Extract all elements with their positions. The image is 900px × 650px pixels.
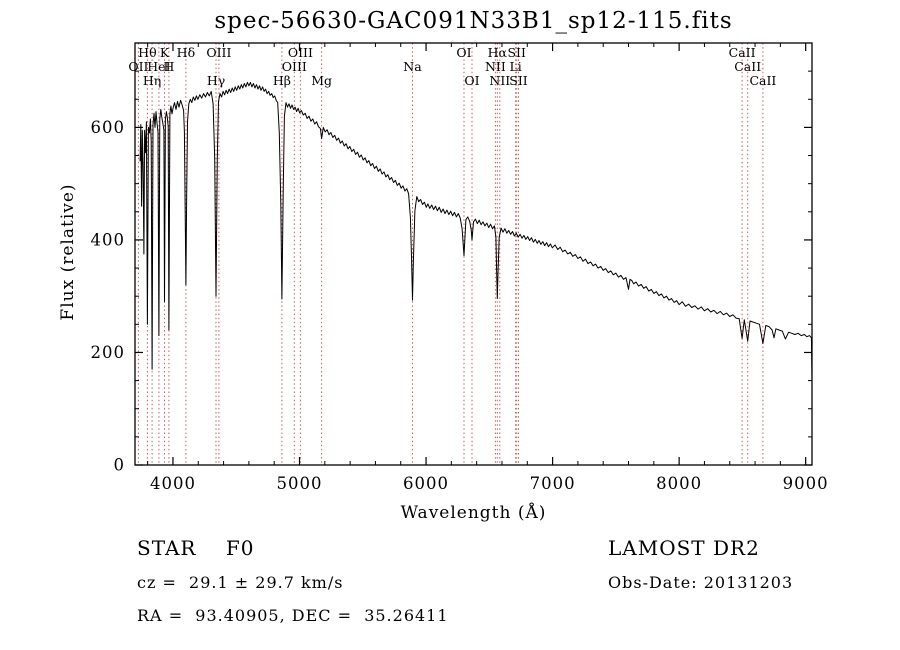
line-label-Hα: Hα — [488, 45, 508, 60]
radial-velocity: cz = 29.1 ± 29.7 km/s — [137, 573, 344, 592]
x-tick-label: 8000 — [656, 474, 702, 493]
survey-release: LAMOST DR2 — [608, 536, 760, 560]
line-label-CaII: CaII — [729, 45, 756, 60]
observation-date: Obs-Date: 20131203 — [608, 573, 794, 592]
line-label-OIII: OIII — [288, 45, 313, 60]
line-label-NII: NII — [489, 73, 510, 88]
line-label-OI: OI — [464, 73, 479, 88]
line-label-HeI: HeI — [147, 59, 170, 74]
x-tick-label: 9000 — [783, 474, 829, 493]
line-label-Hδ: Hδ — [177, 45, 195, 60]
spectrum-line — [139, 81, 813, 381]
plot-frame — [134, 42, 813, 466]
coordinates: RA = 93.40905, DEC = 35.26411 — [137, 606, 449, 625]
line-label-OII: OII — [128, 59, 148, 74]
y-axis-label: Flux (relative) — [58, 183, 78, 321]
spectrum-plot: OIIHθHηHeIKHHδHγOIIIHβOIIIOIIIMgNaOIOINI… — [91, 42, 829, 493]
line-label-SII: SII — [507, 45, 526, 60]
object-classification: STAR F0 — [137, 536, 255, 560]
line-label-OIII: OIII — [282, 59, 307, 74]
line-label-SII: SII — [509, 73, 528, 88]
y-tick-label: 600 — [91, 118, 126, 137]
x-tick-label: 5000 — [277, 474, 323, 493]
x-tick-label: 6000 — [403, 474, 449, 493]
line-label-Hθ: Hθ — [138, 45, 156, 60]
y-tick-label: 0 — [114, 456, 126, 475]
line-label-CaII: CaII — [734, 59, 761, 74]
line-label-Hβ: Hβ — [273, 73, 291, 88]
line-label-Na: Na — [403, 59, 422, 74]
line-label-OIII: OIII — [206, 45, 231, 60]
line-label-H: H — [163, 59, 174, 74]
line-label-NII: NII — [485, 59, 506, 74]
line-label-CaII: CaII — [749, 73, 776, 88]
line-label-Mg: Mg — [311, 73, 332, 88]
line-label-Hη: Hη — [143, 73, 161, 88]
line-label-K: K — [160, 45, 170, 60]
x-tick-label: 7000 — [530, 474, 576, 493]
y-tick-label: 400 — [91, 230, 126, 249]
line-label-Hγ: Hγ — [207, 73, 225, 88]
y-tick-label: 200 — [91, 343, 126, 362]
x-tick-label: 4000 — [150, 474, 196, 493]
x-axis-label: Wavelength (Å) — [400, 503, 547, 523]
line-label-OI: OI — [456, 45, 471, 60]
line-label-Li: Li — [509, 59, 521, 74]
plot-title: spec-56630-GAC091N33B1_sp12-115.fits — [214, 8, 733, 34]
